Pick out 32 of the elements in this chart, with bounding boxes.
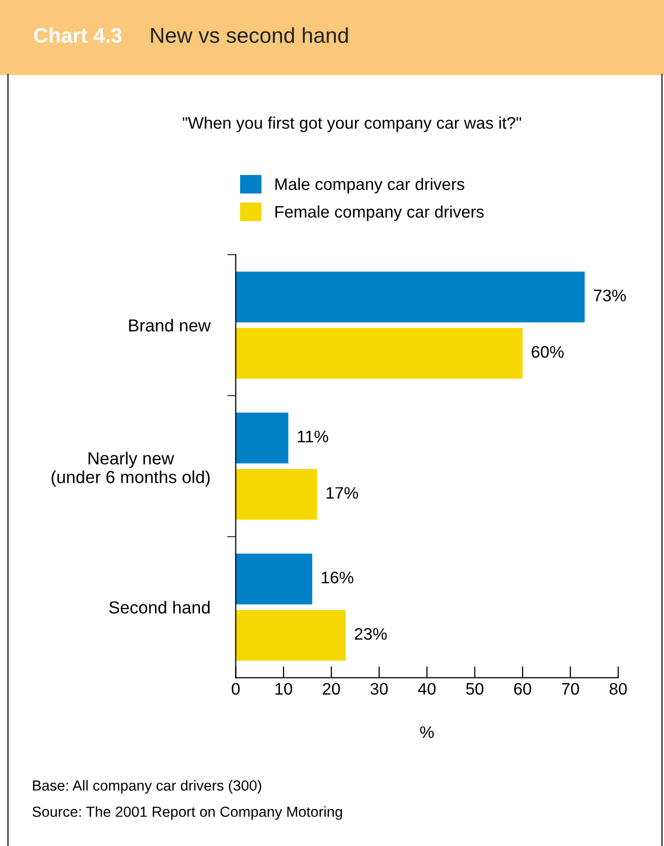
x-tick-label: 60	[514, 682, 532, 695]
bar	[236, 412, 288, 464]
y-tick-label: Brand new	[129, 318, 211, 332]
text: Base: All company car drivers (300)	[33, 780, 262, 794]
x-tick-label: 20	[322, 682, 340, 695]
bar	[236, 272, 585, 322]
x-axis-title: %	[420, 726, 434, 738]
legend-label: Female company car drivers	[275, 205, 484, 221]
bar	[236, 328, 523, 379]
bar	[236, 610, 346, 661]
x-tick-label: 0	[232, 682, 240, 695]
data-label: 16%	[322, 572, 354, 584]
bar	[236, 554, 312, 604]
data-label: 60%	[532, 346, 564, 358]
y-tick-label: Nearly new (under 6 months old)	[52, 452, 210, 487]
caption: Chart 4.3	[34, 28, 122, 43]
source-note: Source: The 2001 Report on Company Motoring	[32, 806, 342, 820]
data-label: 17%	[326, 487, 358, 499]
x-tick-label: 50	[466, 682, 484, 695]
legend-label: Male company car drivers	[275, 178, 464, 194]
bar	[236, 468, 317, 520]
x-tick-label: 40	[418, 682, 436, 695]
data-label: 11%	[298, 430, 328, 442]
x-tick-label: 80	[610, 682, 627, 695]
y-tick-label: Second hand	[109, 600, 210, 614]
data-label: 23%	[354, 628, 387, 640]
x-tick-label: 10	[276, 682, 292, 695]
data-label: 73%	[594, 290, 626, 302]
chart-title: New vs second hand	[151, 27, 348, 44]
x-tick-label: 70	[562, 682, 579, 695]
chart-subtitle: "When you first got your company car was it?"	[182, 116, 522, 132]
x-tick-label: 30	[370, 682, 388, 695]
